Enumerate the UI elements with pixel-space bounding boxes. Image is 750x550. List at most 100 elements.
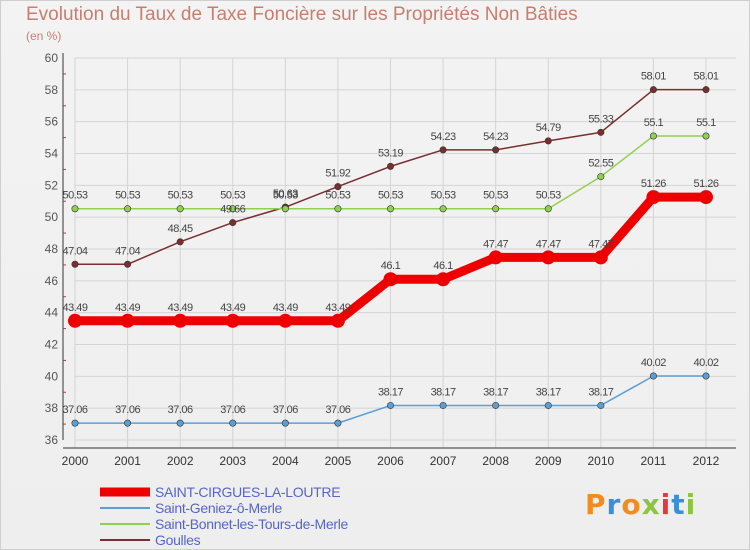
data-label-saint-geniez-merle: 38.17 xyxy=(483,386,508,398)
y-tick-label: 48 xyxy=(45,242,59,256)
data-label-saint-cirgues-la-loutre: 46.1 xyxy=(381,260,401,272)
data-point-saint-bonnet-les-tours-de-merle xyxy=(439,205,447,213)
data-point-goulles xyxy=(176,238,184,246)
logo-letter: x xyxy=(641,488,661,521)
data-label-saint-geniez-merle: 38.17 xyxy=(378,386,403,398)
legend-swatch-saint-bonnet xyxy=(100,523,150,525)
logo-letter: r xyxy=(606,488,622,521)
data-label-goulles: 49.66 xyxy=(220,204,245,216)
data-label-saint-bonnet-les-tours-de-merle: 50.53 xyxy=(431,190,456,202)
data-label-saint-geniez-merle: 37.06 xyxy=(220,404,245,416)
data-point-saint-bonnet-les-tours-de-merle xyxy=(702,132,710,140)
legend-item-goulles: Goulles xyxy=(100,532,440,548)
y-tick-label: 56 xyxy=(45,115,59,129)
y-tick-label: 54 xyxy=(45,147,59,161)
data-label-saint-cirgues-la-loutre: 51.26 xyxy=(641,178,666,190)
y-tick-label: 58 xyxy=(45,83,59,97)
data-label-saint-cirgues-la-loutre: 46.1 xyxy=(433,260,453,272)
proxiti-logo: Proxiti xyxy=(585,488,696,521)
data-point-saint-cirgues-la-loutre xyxy=(278,313,293,328)
data-label-saint-geniez-merle: 40.02 xyxy=(641,357,666,369)
data-point-saint-cirgues-la-loutre xyxy=(120,313,135,328)
data-point-saint-bonnet-les-tours-de-merle xyxy=(492,205,500,213)
data-point-goulles xyxy=(229,219,237,227)
data-label-saint-bonnet-les-tours-de-merle: 52.55 xyxy=(588,158,613,170)
data-label-saint-geniez-merle: 37.06 xyxy=(325,404,350,416)
data-label-saint-bonnet-les-tours-de-merle: 50.53 xyxy=(536,190,561,202)
data-label-goulles: 58.01 xyxy=(693,71,718,83)
data-point-saint-cirgues-la-loutre xyxy=(436,272,451,287)
data-point-saint-bonnet-les-tours-de-merle xyxy=(281,205,289,213)
data-label-saint-bonnet-les-tours-de-merle: 50.53 xyxy=(115,190,140,202)
legend-swatch-saint-geniez xyxy=(100,507,150,509)
data-label-saint-cirgues-la-loutre: 43.49 xyxy=(168,302,193,314)
data-point-goulles xyxy=(124,260,132,268)
legend-swatch-saint-cirgues xyxy=(100,487,150,497)
data-label-saint-cirgues-la-loutre: 47.47 xyxy=(588,238,613,250)
data-point-saint-cirgues-la-loutre xyxy=(541,250,556,265)
data-point-saint-cirgues-la-loutre xyxy=(699,190,713,205)
data-point-saint-geniez-merle xyxy=(71,419,79,427)
data-label-goulles: 47.04 xyxy=(115,245,140,257)
data-label-goulles: 53.19 xyxy=(378,147,403,159)
y-axis-unit: (en %) xyxy=(26,29,62,43)
data-point-saint-cirgues-la-loutre xyxy=(383,272,398,287)
data-label-saint-cirgues-la-loutre: 47.47 xyxy=(536,238,561,250)
data-label-saint-bonnet-les-tours-de-merle: 50.53 xyxy=(62,190,87,202)
y-tick-label: 42 xyxy=(45,338,59,352)
data-point-goulles xyxy=(439,146,447,154)
data-point-saint-geniez-merle xyxy=(702,372,710,380)
data-point-saint-bonnet-les-tours-de-merle xyxy=(649,132,657,140)
data-label-saint-geniez-merle: 40.02 xyxy=(693,357,718,369)
data-label-saint-cirgues-la-loutre: 51.26 xyxy=(693,178,718,190)
data-label-goulles: 48.45 xyxy=(168,223,193,235)
x-tick-label: 2005 xyxy=(325,454,352,468)
data-point-saint-cirgues-la-loutre xyxy=(593,250,608,265)
legend-label-saint-bonnet: Saint-Bonnet-les-Tours-de-Merle xyxy=(155,516,349,532)
x-tick-label: 2006 xyxy=(377,454,404,468)
data-point-saint-bonnet-les-tours-de-merle xyxy=(176,205,184,213)
data-point-saint-bonnet-les-tours-de-merle xyxy=(229,205,237,213)
x-tick-label: 2008 xyxy=(482,454,509,468)
y-tick-label: 50 xyxy=(45,210,59,224)
legend-item-saint-cirgues: SAINT-CIRGUES-LA-LOUTRE xyxy=(100,484,440,500)
data-label-goulles: 54.79 xyxy=(536,122,561,134)
data-label-saint-bonnet-les-tours-de-merle: 50.53 xyxy=(273,190,298,202)
data-label-saint-cirgues-la-loutre: 47.47 xyxy=(483,238,508,250)
chart-title: Evolution du Taux de Taxe Foncière sur l… xyxy=(26,4,578,25)
data-label-saint-cirgues-la-loutre: 43.49 xyxy=(62,302,87,314)
data-point-saint-geniez-merle xyxy=(492,401,500,409)
data-label-goulles: 54.23 xyxy=(483,131,508,143)
data-label-goulles: 58.01 xyxy=(641,71,666,83)
data-point-goulles xyxy=(597,128,605,136)
x-tick-label: 2004 xyxy=(272,454,299,468)
data-label-saint-bonnet-les-tours-de-merle: 50.53 xyxy=(483,190,508,202)
x-tick-label: 2000 xyxy=(62,454,89,468)
data-point-goulles xyxy=(544,137,552,145)
data-label-saint-geniez-merle: 38.17 xyxy=(588,386,613,398)
data-point-saint-geniez-merle xyxy=(229,419,237,427)
logo-letter: o xyxy=(621,488,642,521)
data-point-saint-geniez-merle xyxy=(176,419,184,427)
data-point-goulles xyxy=(386,162,394,170)
data-label-goulles: 55.33 xyxy=(588,113,613,125)
data-label-saint-geniez-merle: 37.06 xyxy=(273,404,298,416)
data-label-goulles: 47.04 xyxy=(62,245,87,257)
x-tick-label: 2009 xyxy=(535,454,562,468)
data-point-saint-cirgues-la-loutre xyxy=(488,250,503,265)
data-point-goulles xyxy=(649,86,657,94)
logo-letter: i xyxy=(685,488,697,521)
data-label-saint-bonnet-les-tours-de-merle: 50.53 xyxy=(325,190,350,202)
legend-label-saint-cirgues: SAINT-CIRGUES-LA-LOUTRE xyxy=(155,484,341,500)
data-point-saint-geniez-merle xyxy=(649,372,657,380)
data-point-saint-bonnet-les-tours-de-merle xyxy=(334,205,342,213)
data-point-saint-bonnet-les-tours-de-merle xyxy=(124,205,132,213)
data-point-goulles xyxy=(334,183,342,191)
data-point-saint-geniez-merle xyxy=(544,401,552,409)
data-point-saint-cirgues-la-loutre xyxy=(646,190,661,205)
data-point-saint-bonnet-les-tours-de-merle xyxy=(386,205,394,213)
logo-letter: P xyxy=(585,488,607,521)
x-tick-label: 2011 xyxy=(641,454,667,468)
data-point-saint-geniez-merle xyxy=(597,401,605,409)
